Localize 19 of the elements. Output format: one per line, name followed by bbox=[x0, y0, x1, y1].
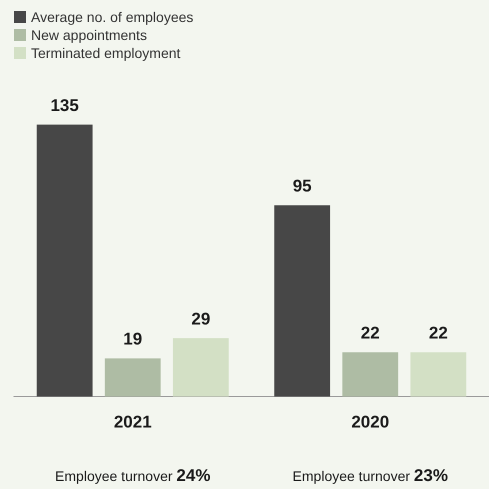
data-label: 19 bbox=[123, 330, 142, 349]
legend-label: Terminated employment bbox=[31, 44, 180, 62]
x-tick-label: 2020 bbox=[351, 412, 390, 432]
bar bbox=[36, 124, 93, 397]
bar bbox=[410, 352, 466, 397]
bar bbox=[274, 205, 330, 397]
text: Employee turnover 24% bbox=[55, 466, 210, 485]
text: Employee turnover 23% bbox=[292, 466, 448, 485]
legend-label: New appointments bbox=[31, 26, 147, 44]
legend-label: Average no. of employees bbox=[31, 8, 194, 26]
data-label: 22 bbox=[428, 323, 448, 342]
data-label: 22 bbox=[360, 323, 380, 342]
data-label: 95 bbox=[292, 176, 312, 196]
data-label: 135 bbox=[50, 96, 79, 115]
data-label: 29 bbox=[191, 309, 210, 328]
x-tick-label: 2021 bbox=[114, 412, 152, 432]
bar bbox=[172, 338, 229, 397]
bar bbox=[342, 352, 398, 397]
bar bbox=[104, 358, 161, 397]
